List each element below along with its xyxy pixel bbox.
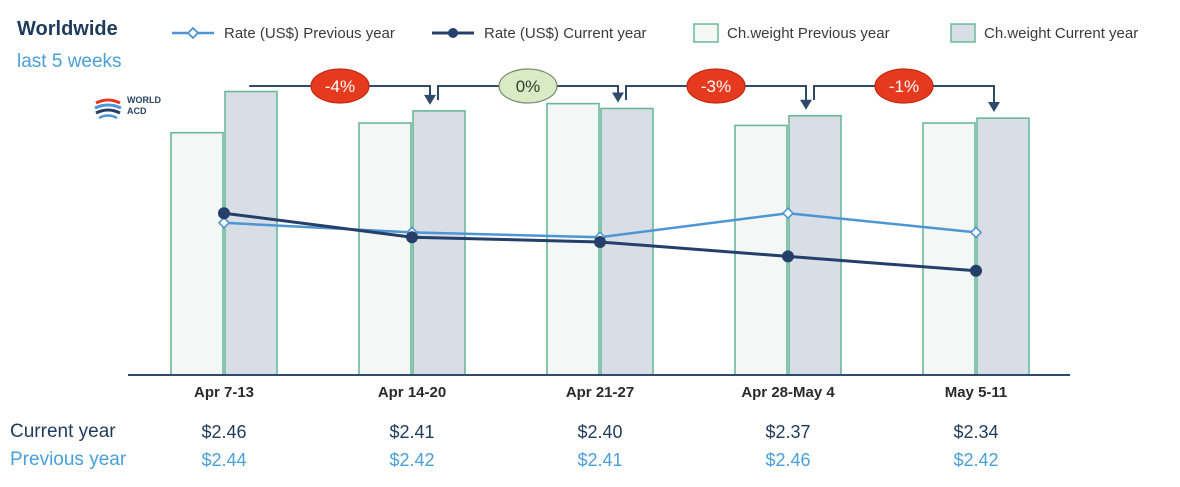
- legend-weight-previous: Ch.weight Previous year: [693, 22, 890, 44]
- point-rate-current: [406, 231, 418, 244]
- change-label: 0%: [516, 77, 541, 96]
- point-rate-previous: [217, 216, 231, 229]
- point-rate-current: [970, 264, 982, 277]
- line-open-diamond-icon: [172, 26, 214, 40]
- rate-previous-value: $2.46: [765, 450, 811, 470]
- legend-rate-current: Rate (US$) Current year: [430, 22, 647, 44]
- connector-arrowhead-icon: [612, 92, 624, 103]
- previous-year-label: Previous year: [10, 449, 127, 470]
- change-label: -3%: [701, 77, 731, 96]
- bar-weight-previous: [358, 122, 412, 376]
- light-box-icon: [693, 23, 719, 43]
- globe-icon: [94, 98, 122, 120]
- change-badge: [686, 68, 746, 104]
- x-tick-label: Apr 28-May 4: [741, 384, 835, 401]
- point-rate-current: [594, 236, 606, 248]
- x-tick-label: Apr 7-13: [193, 384, 255, 401]
- change-badge: [498, 68, 558, 104]
- bar-weight-current: [412, 110, 466, 376]
- rate-previous-value: $2.41: [577, 450, 623, 470]
- change-label: -4%: [325, 77, 355, 96]
- x-tick-label: Apr 21-27: [565, 384, 635, 401]
- point-rate-previous: [969, 226, 983, 239]
- legend-label: Ch.weight Previous year: [727, 24, 890, 42]
- logo-line-1: WORLD: [127, 95, 161, 105]
- connector-arrowhead-icon: [800, 99, 812, 110]
- change-badge: [310, 68, 370, 104]
- rate-current-value: $2.37: [765, 422, 811, 442]
- legend-weight-current: Ch.weight Current year: [950, 22, 1138, 44]
- logo-line-2: ACD: [127, 106, 147, 116]
- rate-current-value: $2.40: [577, 422, 623, 442]
- rate-current-value: $2.41: [389, 422, 435, 442]
- chart-title: Worldwide: [17, 18, 118, 40]
- bar-weight-previous: [922, 122, 976, 376]
- bar-weight-previous: [170, 131, 224, 376]
- bar-weight-current: [788, 114, 842, 376]
- x-tick-label: May 5-11: [944, 384, 1008, 401]
- legend-rate-previous: Rate (US$) Previous year: [170, 22, 395, 44]
- rate-current-value: $2.46: [201, 422, 247, 442]
- change-badge: [874, 68, 934, 104]
- logo-text: WORLD ACD: [127, 95, 161, 117]
- legend-label: Rate (US$) Previous year: [224, 24, 395, 42]
- bar-weight-previous: [546, 102, 600, 376]
- rate-previous-value: $2.42: [953, 450, 999, 470]
- world-acd-logo: WORLD ACD: [93, 93, 183, 125]
- line-filled-circle-icon: [432, 28, 474, 38]
- point-rate-current: [218, 207, 230, 220]
- bar-weight-previous: [734, 124, 788, 376]
- chart-subtitle: last 5 weeks: [17, 51, 122, 72]
- shaded-box-icon: [950, 23, 976, 43]
- current-year-label: Current year: [10, 421, 116, 442]
- change-label: -1%: [889, 77, 919, 96]
- point-rate-previous: [781, 207, 795, 220]
- x-tick-label: Apr 14-20: [377, 384, 447, 401]
- rate-current-value: $2.34: [953, 422, 999, 442]
- rate-previous-value: $2.42: [389, 450, 435, 470]
- bar-weight-current: [976, 117, 1030, 376]
- connector-arrowhead-icon: [988, 102, 1000, 112]
- connector-arrowhead-icon: [424, 94, 436, 105]
- point-rate-current: [782, 250, 794, 263]
- legend-label: Ch.weight Current year: [984, 24, 1139, 42]
- bar-weight-current: [224, 90, 278, 376]
- legend-label: Rate (US$) Current year: [484, 24, 647, 42]
- rate-previous-value: $2.44: [201, 450, 247, 470]
